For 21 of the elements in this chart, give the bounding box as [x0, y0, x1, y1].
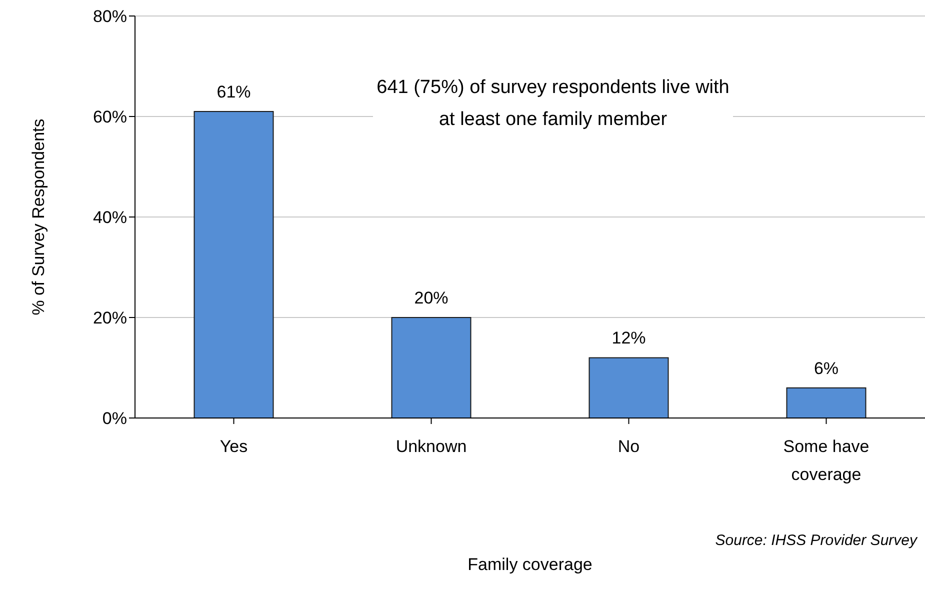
data-label: 20% [414, 288, 448, 308]
y-tick-label: 40% [92, 208, 127, 228]
x-tick-label: Some have coverage [783, 437, 870, 484]
bar [391, 317, 472, 418]
y-tick-label: 20% [92, 308, 127, 328]
y-axis-title: % of Survey Respondents [29, 118, 48, 316]
y-tick-label: 0% [102, 409, 127, 428]
bar [194, 110, 274, 418]
x-axis-title: Family coverage [468, 555, 592, 574]
x-tick-label: No [618, 437, 640, 456]
y-tick-label: 80% [92, 7, 127, 26]
data-label: 12% [612, 328, 646, 348]
annotation: 641 (75%) of survey respondents live with at least one family member [373, 72, 733, 136]
y-tick-label: 60% [92, 108, 127, 127]
data-label: 6% [814, 358, 839, 378]
source-note: Source: IHSS Provider Survey [715, 532, 919, 549]
bar [588, 357, 669, 418]
x-tick-label: Yes [220, 437, 248, 456]
bar [786, 387, 866, 418]
data-label: 61% [216, 82, 251, 102]
x-tick-label: Unknown [396, 437, 467, 456]
